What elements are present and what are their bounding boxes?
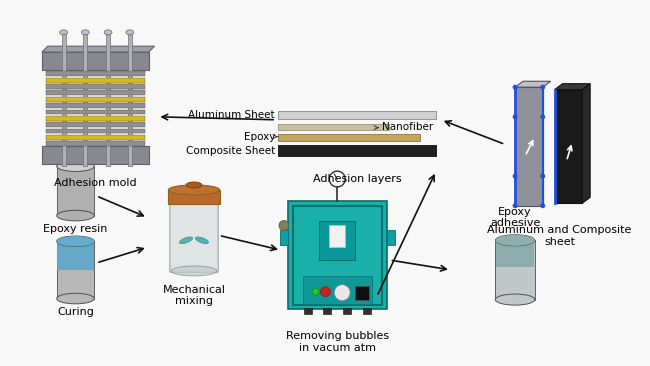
Circle shape [279,221,289,231]
Bar [46,116,145,121]
Circle shape [540,85,545,90]
Bar [304,309,311,314]
Bar [46,78,145,83]
Text: Composite Sheet: Composite Sheet [186,146,275,156]
Ellipse shape [186,182,202,188]
Ellipse shape [57,293,94,304]
Circle shape [320,287,330,296]
Bar [278,124,389,130]
Bar [46,71,145,76]
Bar [280,231,288,245]
Bar [46,109,145,114]
Bar [343,309,351,314]
Ellipse shape [172,266,216,276]
Bar [288,201,387,309]
Ellipse shape [57,236,94,247]
Bar [57,241,94,270]
Bar [278,145,436,156]
Polygon shape [42,46,155,52]
Ellipse shape [168,185,220,195]
Ellipse shape [196,237,209,244]
Bar [278,134,421,141]
Polygon shape [515,81,551,87]
Circle shape [330,171,345,187]
Bar [46,103,145,108]
Bar [42,52,149,70]
Bar [57,241,94,299]
Ellipse shape [126,30,134,35]
Bar [83,32,87,166]
Ellipse shape [60,30,68,35]
Bar [168,190,220,204]
Bar [128,32,132,166]
Bar [496,240,534,267]
Text: Adhesion layers: Adhesion layers [313,174,401,184]
Bar [46,97,145,102]
Ellipse shape [57,236,94,247]
Bar [495,240,535,299]
Bar [330,225,345,247]
Ellipse shape [495,235,535,246]
Bar [355,286,369,299]
Circle shape [513,114,517,119]
Bar [303,276,372,303]
Bar [62,32,66,166]
Bar [57,166,94,216]
Text: Mechanical
mixing: Mechanical mixing [162,285,226,306]
Circle shape [513,173,517,179]
Bar [363,309,371,314]
Bar [46,135,145,139]
Circle shape [513,203,517,208]
Ellipse shape [57,210,94,221]
Bar [46,141,145,146]
Bar [320,221,355,260]
Text: Adhesion mold: Adhesion mold [54,178,136,187]
Bar [46,128,145,133]
Circle shape [334,285,350,300]
Text: Epoxy
adhesive: Epoxy adhesive [490,207,540,228]
Bar [106,32,110,166]
Text: Aluminum and Composite
sheet: Aluminum and Composite sheet [488,225,632,247]
Polygon shape [582,84,590,203]
Text: Curing: Curing [57,307,94,317]
Polygon shape [554,84,590,90]
Ellipse shape [81,30,89,35]
Ellipse shape [495,294,535,305]
Text: Epoxy resin: Epoxy resin [44,224,108,235]
Circle shape [312,288,319,295]
Ellipse shape [104,30,112,35]
Bar [46,90,145,95]
Bar [46,122,145,127]
Bar [387,231,395,245]
FancyBboxPatch shape [170,198,218,272]
Text: Removing bubbles
in vacum atm: Removing bubbles in vacum atm [286,331,389,353]
Bar [515,87,543,206]
Ellipse shape [495,235,535,246]
Bar [278,111,436,119]
Bar [46,84,145,89]
Circle shape [540,203,545,208]
Bar [324,309,332,314]
Circle shape [540,173,545,179]
Bar [554,90,582,203]
Bar [42,146,149,164]
Text: Epoxy: Epoxy [244,131,275,142]
Circle shape [540,114,545,119]
Circle shape [513,85,517,90]
Text: Nanofiber: Nanofiber [382,122,433,132]
Ellipse shape [179,237,192,244]
Text: Aluminum Sheet: Aluminum Sheet [188,110,275,120]
Bar [292,206,382,305]
Ellipse shape [57,161,94,171]
